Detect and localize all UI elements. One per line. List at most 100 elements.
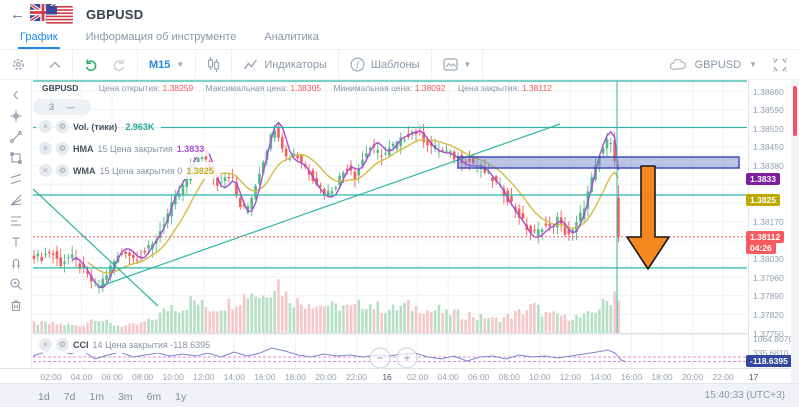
chart-settings-button[interactable] bbox=[0, 49, 38, 80]
time-tick: 06:00 bbox=[468, 372, 490, 382]
server-clock: 15:40:33 (UTC+3) bbox=[704, 390, 785, 401]
collapse-toolbar-button[interactable] bbox=[38, 49, 73, 80]
indicator-settings-icon[interactable]: ⚙ bbox=[56, 142, 69, 155]
tool-collapse-icon[interactable] bbox=[3, 84, 29, 105]
time-tick: 16:00 bbox=[620, 372, 643, 382]
price-axis[interactable]: 1.38660 1.38590 1.38520 1.38450 1.38380 1.381… bbox=[746, 80, 794, 383]
time-tick: 14:00 bbox=[223, 372, 245, 382]
time-tick: 12:00 bbox=[559, 372, 581, 382]
open-value: 1.38259 bbox=[162, 83, 194, 93]
ohlc-symbol: GBPUSD bbox=[42, 83, 79, 93]
footer-bar: 1d 7d 1m 3m 6m 1y 15:40:33 (UTC+3) bbox=[0, 383, 799, 407]
indicators-button[interactable]: Индикаторы bbox=[232, 49, 339, 80]
chevron-up-icon bbox=[49, 61, 61, 68]
time-tick: 10:00 bbox=[529, 372, 551, 382]
scrollbar-thumb[interactable] bbox=[793, 86, 797, 136]
drawings-count-badge[interactable]: 3— bbox=[33, 99, 91, 115]
tab-analytics[interactable]: Аналитика bbox=[264, 31, 319, 43]
back-arrow-icon[interactable]: ← bbox=[10, 5, 25, 23]
remove-indicator-icon[interactable]: × bbox=[39, 142, 52, 155]
tool-fibonacci-icon[interactable] bbox=[3, 210, 29, 231]
currency-pair-flags bbox=[30, 2, 76, 26]
price-tick: 1.38170 bbox=[753, 216, 784, 227]
indicator-value: 1.3825 bbox=[186, 165, 214, 176]
price-tick: 1.38590 bbox=[753, 105, 784, 116]
undo-redo-group bbox=[73, 49, 138, 80]
templates-label: Шаблоны bbox=[370, 58, 420, 71]
drawing-tools-sidebar bbox=[0, 80, 32, 383]
price-tag-1.3833: 1.3833 bbox=[746, 172, 780, 185]
cloud-icon bbox=[669, 58, 686, 70]
price-tick: 1.38030 bbox=[753, 254, 784, 265]
indicator-settings-icon[interactable]: ⚙ bbox=[56, 120, 69, 133]
indicator-value: 1.3833 bbox=[176, 143, 205, 154]
timeframe-select[interactable]: M15 ▼ bbox=[138, 49, 197, 80]
tool-parallel-channel-icon[interactable] bbox=[3, 168, 29, 189]
tool-fan-lines-icon[interactable] bbox=[3, 189, 29, 210]
range-3m[interactable]: 3m bbox=[117, 390, 133, 403]
snapshot-button[interactable]: ▼ bbox=[432, 49, 484, 80]
time-tick: 04:00 bbox=[70, 372, 93, 382]
indicators-icon bbox=[244, 59, 258, 71]
time-tick: 16:00 bbox=[254, 372, 276, 382]
time-tick: 02:00 bbox=[406, 372, 429, 382]
time-tick: 22:00 bbox=[712, 372, 734, 382]
price-tick: 1.37890 bbox=[753, 291, 784, 302]
redo-icon[interactable] bbox=[112, 58, 126, 72]
range-1m[interactable]: 1m bbox=[89, 390, 104, 403]
indicators-label: Индикаторы bbox=[264, 58, 327, 71]
cci-tick: 1064.8070 bbox=[753, 333, 794, 344]
price-tick: 1.38520 bbox=[753, 123, 784, 134]
header: ← GBPUSD bbox=[0, 0, 799, 28]
templates-button[interactable]: f Шаблоны bbox=[339, 49, 432, 80]
time-tick: 18:00 bbox=[284, 372, 307, 382]
close-value: 1.38112 bbox=[521, 83, 552, 93]
fullscreen-icon[interactable] bbox=[773, 57, 787, 72]
undo-icon[interactable] bbox=[84, 58, 98, 72]
tool-magnet-icon[interactable] bbox=[3, 252, 29, 273]
time-tick: 17 bbox=[748, 372, 759, 382]
remove-indicator-icon[interactable]: × bbox=[39, 120, 52, 133]
indicator-settings-icon[interactable]: ⚙ bbox=[56, 164, 69, 177]
us-flag-icon bbox=[46, 6, 73, 24]
chart-canvas[interactable]: − + bbox=[0, 80, 799, 383]
range-1y[interactable]: 1y bbox=[175, 390, 187, 403]
legend-wma: × ⚙ WMA 15 Цена закрытия 0 1.3825 bbox=[36, 162, 221, 179]
tool-trend-line-icon[interactable] bbox=[3, 126, 29, 147]
time-tick: 10:00 bbox=[162, 372, 184, 382]
range-1d[interactable]: 1d bbox=[38, 390, 50, 403]
remove-indicator-icon[interactable]: × bbox=[39, 338, 52, 351]
time-tick: 12:00 bbox=[193, 372, 215, 382]
tool-crosshair-icon[interactable] bbox=[3, 105, 29, 126]
chart-style-button[interactable] bbox=[196, 49, 233, 80]
range-6m[interactable]: 6m bbox=[146, 390, 162, 403]
time-tick: 06:00 bbox=[101, 372, 123, 382]
price-tick: 1.37960 bbox=[753, 272, 784, 283]
time-tick: 22:00 bbox=[345, 372, 368, 382]
price-tag-1.38112: 1.38112 bbox=[746, 230, 785, 243]
range-7d[interactable]: 7d bbox=[63, 390, 76, 403]
function-icon: f bbox=[350, 57, 365, 72]
time-tick: 08:00 bbox=[498, 372, 520, 382]
chart-toolbar: M15 ▼ Индикаторы f Шаблоны ▼ bbox=[0, 49, 799, 80]
indicator-name: HMA bbox=[73, 143, 94, 154]
cci-tick: 335.6810 bbox=[753, 347, 789, 358]
price-tick: 1.38660 bbox=[753, 86, 784, 97]
price-scrollbar[interactable] bbox=[791, 80, 799, 383]
tool-shape-rect-icon[interactable] bbox=[3, 147, 29, 168]
symbol-select[interactable]: GBPUSD bbox=[694, 58, 742, 71]
symbol-chevron-icon[interactable]: ▼ bbox=[749, 60, 757, 69]
indicator-name: WMA bbox=[73, 165, 96, 176]
time-axis[interactable]: 02:00 04:00 06:00 08:00 10:00 12:00 14:00 16:00… bbox=[0, 368, 790, 383]
legend-cci: × ⚙ CCI 14 Цена закрытия -118.6395 bbox=[36, 336, 222, 353]
tab-instrument-info[interactable]: Информация об инструменте bbox=[85, 31, 237, 43]
ohlc-readout: GBPUSD Цена открытия: 1.38259 Максимальн… bbox=[42, 83, 552, 93]
tool-delete-icon[interactable] bbox=[3, 294, 29, 315]
remove-indicator-icon[interactable]: × bbox=[39, 164, 52, 177]
page-title: GBPUSD bbox=[86, 6, 144, 22]
time-tick: 20:00 bbox=[681, 372, 704, 382]
tool-text-icon[interactable] bbox=[3, 231, 29, 252]
indicator-settings-icon[interactable]: ⚙ bbox=[56, 338, 69, 351]
tool-zoom-in-icon[interactable] bbox=[3, 273, 29, 294]
tab-chart[interactable]: График bbox=[18, 28, 60, 49]
